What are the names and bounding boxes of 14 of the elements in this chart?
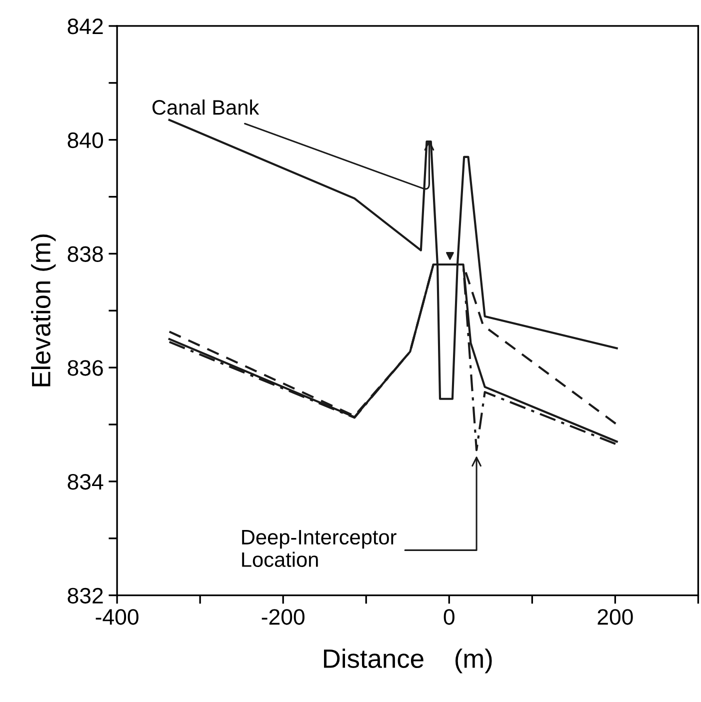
x-tick-label: -400	[96, 609, 138, 625]
y-tick-label: 836	[68, 360, 103, 376]
y-tick-label: 838	[68, 246, 103, 262]
y-tick-label: 842	[68, 18, 103, 34]
x-tick-label: -200	[262, 609, 304, 625]
y-tick-label: 834	[68, 474, 104, 490]
x-tick-label: 200	[598, 609, 633, 625]
x-axis-title: Distance (m)	[324, 648, 492, 674]
y-tick-label: 840	[68, 132, 104, 148]
x-tick-label: 0	[444, 609, 454, 625]
y-axis-title: Elevation (m)	[31, 234, 56, 386]
annotation: Deep-Interceptor Location	[242, 530, 396, 567]
annotation: Canal Bank	[152, 100, 260, 115]
y-tick-label: 832	[68, 588, 103, 604]
